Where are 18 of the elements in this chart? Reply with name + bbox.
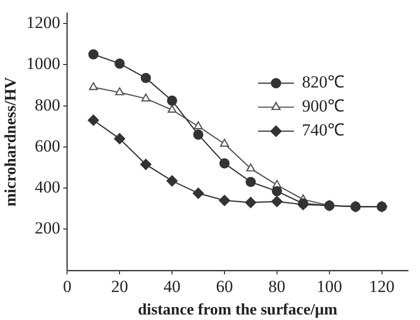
x-tick-label: 80 — [268, 277, 286, 296]
x-tick-label: 60 — [216, 277, 233, 296]
y-tick-label: 600 — [34, 136, 60, 156]
x-tick-label: 120 — [369, 277, 395, 296]
x-tick-label: 20 — [111, 277, 128, 296]
legend-label: 740℃ — [302, 120, 344, 140]
y-tick-label: 1000 — [26, 54, 60, 74]
y-tick-label: 200 — [34, 218, 60, 238]
x-tick-label: 40 — [164, 277, 181, 296]
x-tick-label: 0 — [62, 277, 72, 296]
y-axis-title: microhardness/HV — [2, 76, 20, 207]
y-tick-label: 1200 — [26, 12, 60, 32]
y-tick-label: 800 — [34, 95, 60, 114]
x-tick-label: 100 — [316, 277, 342, 296]
y-tick-label: 400 — [34, 178, 60, 197]
legend-label: 900℃ — [302, 96, 344, 116]
legend-label: 820℃ — [302, 72, 344, 92]
x-axis-title: distance from the surface/μm — [138, 302, 338, 319]
